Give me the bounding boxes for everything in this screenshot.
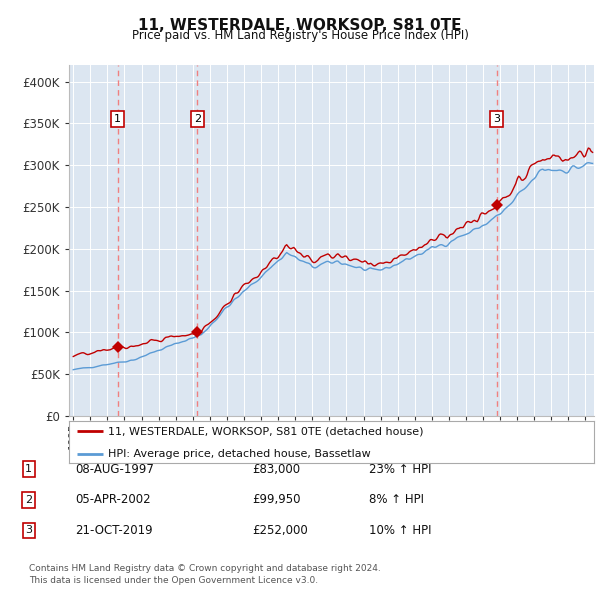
Text: 3: 3 <box>493 114 500 124</box>
Text: 1: 1 <box>114 114 121 124</box>
Text: 23% ↑ HPI: 23% ↑ HPI <box>369 463 431 476</box>
Text: 3: 3 <box>25 526 32 535</box>
Text: £252,000: £252,000 <box>252 524 308 537</box>
Text: 2: 2 <box>25 495 32 504</box>
Text: 21-OCT-2019: 21-OCT-2019 <box>75 524 152 537</box>
Text: 10% ↑ HPI: 10% ↑ HPI <box>369 524 431 537</box>
Text: £83,000: £83,000 <box>252 463 300 476</box>
Bar <box>118 65 197 416</box>
Text: 11, WESTERDALE, WORKSOP, S81 0TE: 11, WESTERDALE, WORKSOP, S81 0TE <box>138 18 462 32</box>
Text: Price paid vs. HM Land Registry's House Price Index (HPI): Price paid vs. HM Land Registry's House … <box>131 30 469 42</box>
Text: 1: 1 <box>25 464 32 474</box>
Text: 08-AUG-1997: 08-AUG-1997 <box>75 463 154 476</box>
Text: HPI: Average price, detached house, Bassetlaw: HPI: Average price, detached house, Bass… <box>109 449 371 459</box>
Text: Contains HM Land Registry data © Crown copyright and database right 2024.
This d: Contains HM Land Registry data © Crown c… <box>29 565 380 585</box>
Text: 8% ↑ HPI: 8% ↑ HPI <box>369 493 424 506</box>
Text: 2: 2 <box>194 114 201 124</box>
Text: £99,950: £99,950 <box>252 493 301 506</box>
Text: 05-APR-2002: 05-APR-2002 <box>75 493 151 506</box>
Bar <box>497 65 594 416</box>
Text: 11, WESTERDALE, WORKSOP, S81 0TE (detached house): 11, WESTERDALE, WORKSOP, S81 0TE (detach… <box>109 427 424 436</box>
